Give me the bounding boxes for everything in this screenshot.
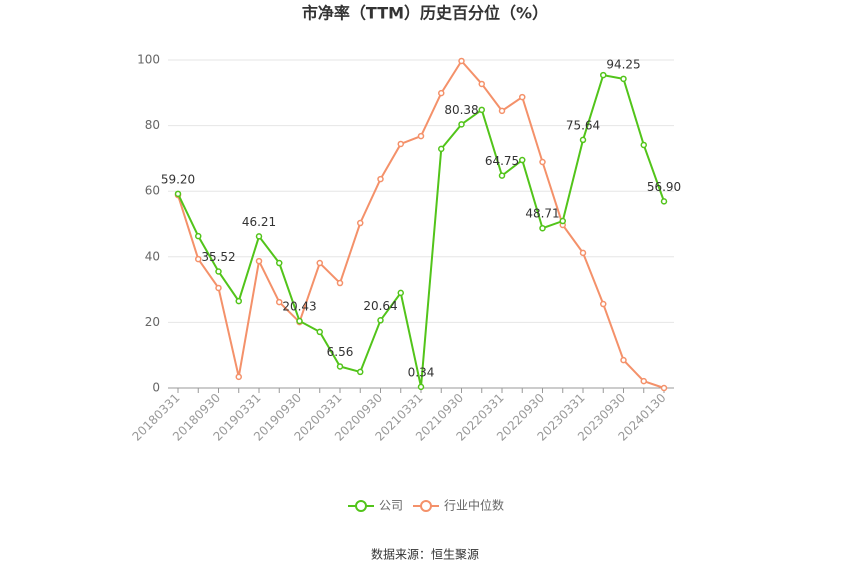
point: [316, 328, 323, 336]
point: [519, 156, 526, 164]
legend-label: 公司: [379, 499, 403, 513]
point: [660, 384, 668, 392]
point: [478, 80, 485, 88]
point: [579, 136, 587, 144]
data-label: 46.21: [242, 215, 276, 229]
point: [559, 217, 566, 225]
legend-label: 行业中位数: [444, 498, 504, 513]
point: [336, 363, 344, 370]
source-note: 数据来源：恒生聚源: [371, 547, 479, 562]
y-tick-label: 60: [145, 184, 160, 198]
point: [336, 279, 344, 287]
point: [640, 377, 647, 385]
legend-item: 行业中位数: [413, 498, 504, 513]
point: [478, 106, 485, 114]
point: [195, 255, 202, 263]
y-tick-label: 100: [137, 53, 160, 67]
point: [498, 172, 506, 179]
point: [397, 289, 404, 297]
point: [357, 368, 364, 376]
point: [276, 298, 283, 306]
point: [296, 317, 303, 325]
point: [235, 373, 242, 381]
point: [255, 233, 263, 240]
legend-item: 公司: [348, 499, 403, 513]
data-label: 20.43: [282, 299, 316, 313]
point: [539, 224, 546, 232]
point: [438, 145, 445, 153]
legend-marker: [420, 500, 432, 512]
point: [397, 140, 404, 148]
y-tick-label: 20: [145, 315, 160, 329]
point: [195, 232, 202, 240]
point: [417, 132, 425, 140]
data-label: 80.38: [444, 103, 478, 117]
point: [519, 93, 526, 101]
point: [620, 75, 627, 83]
point: [174, 190, 182, 198]
data-label: 35.52: [201, 250, 235, 264]
point: [600, 71, 607, 79]
y-tick-label: 80: [145, 118, 160, 132]
point: [620, 356, 627, 364]
data-label: 20.64: [363, 299, 397, 313]
point: [600, 300, 607, 308]
point: [417, 383, 425, 391]
y-tick-label: 0: [152, 381, 160, 395]
point: [458, 57, 465, 65]
data-label: 48.71: [525, 207, 559, 221]
point: [377, 317, 384, 324]
point: [255, 257, 263, 265]
point: [498, 107, 506, 115]
point: [215, 268, 222, 275]
point: [539, 158, 546, 166]
data-label: 75.64: [566, 118, 600, 132]
data-label: 59.20: [161, 172, 195, 186]
data-label: 56.90: [647, 180, 681, 194]
point: [660, 198, 668, 205]
point: [579, 249, 587, 257]
point: [640, 141, 647, 149]
legend-marker: [355, 500, 367, 512]
point: [235, 297, 242, 305]
point: [316, 259, 323, 267]
data-label: 6.56: [327, 345, 354, 359]
y-tick-label: 40: [145, 249, 160, 263]
point: [438, 89, 445, 97]
point: [215, 284, 222, 292]
point: [458, 121, 465, 128]
data-label: 0.34: [408, 365, 435, 379]
point: [357, 219, 364, 227]
point: [276, 259, 283, 267]
data-label: 94.25: [606, 57, 640, 71]
data-label: 64.75: [485, 154, 519, 168]
point: [377, 175, 384, 183]
chart-title: 市净率（TTM）历史百分位（%）: [302, 4, 548, 23]
